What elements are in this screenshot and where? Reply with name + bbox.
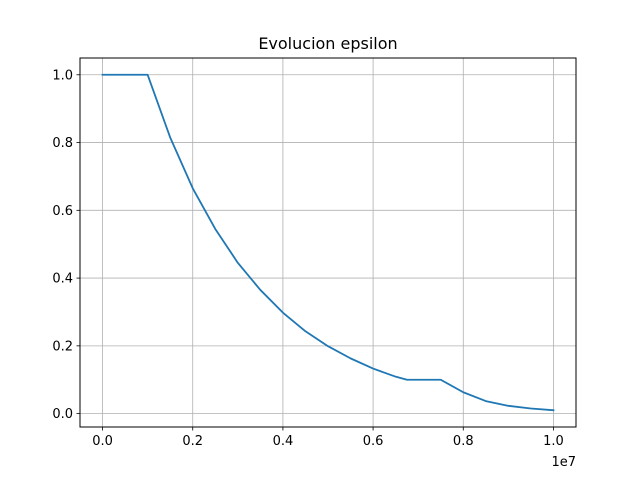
x-tick-label: 0.6 — [363, 434, 384, 449]
axis-ticks: 0.0 0.2 0.4 0.6 0.8 1.0 0.0 0.2 0.4 0.6 0.8 1.0 — [52, 68, 563, 449]
y-tick-label: 0.8 — [52, 136, 73, 151]
epsilon-series-line — [101, 73, 555, 412]
chart-title: Evolucion epsilon — [258, 34, 397, 53]
grid — [80, 58, 576, 427]
y-tick-label: 1.0 — [52, 68, 73, 83]
series-layer — [101, 73, 555, 412]
x-tick-label: 0.0 — [92, 434, 113, 449]
y-tick-label: 0.2 — [52, 339, 73, 354]
y-tick-label: 0.6 — [52, 204, 73, 219]
x-tick-label: 1.0 — [543, 434, 564, 449]
y-tick-label: 0.4 — [52, 272, 73, 287]
x-tick-label: 0.4 — [273, 434, 294, 449]
x-axis-offset-label: 1e7 — [551, 455, 576, 470]
y-tick-label: 0.0 — [52, 407, 73, 422]
x-tick-label: 0.8 — [453, 434, 474, 449]
x-tick-label: 0.2 — [182, 434, 203, 449]
plot-frame — [79, 57, 577, 428]
